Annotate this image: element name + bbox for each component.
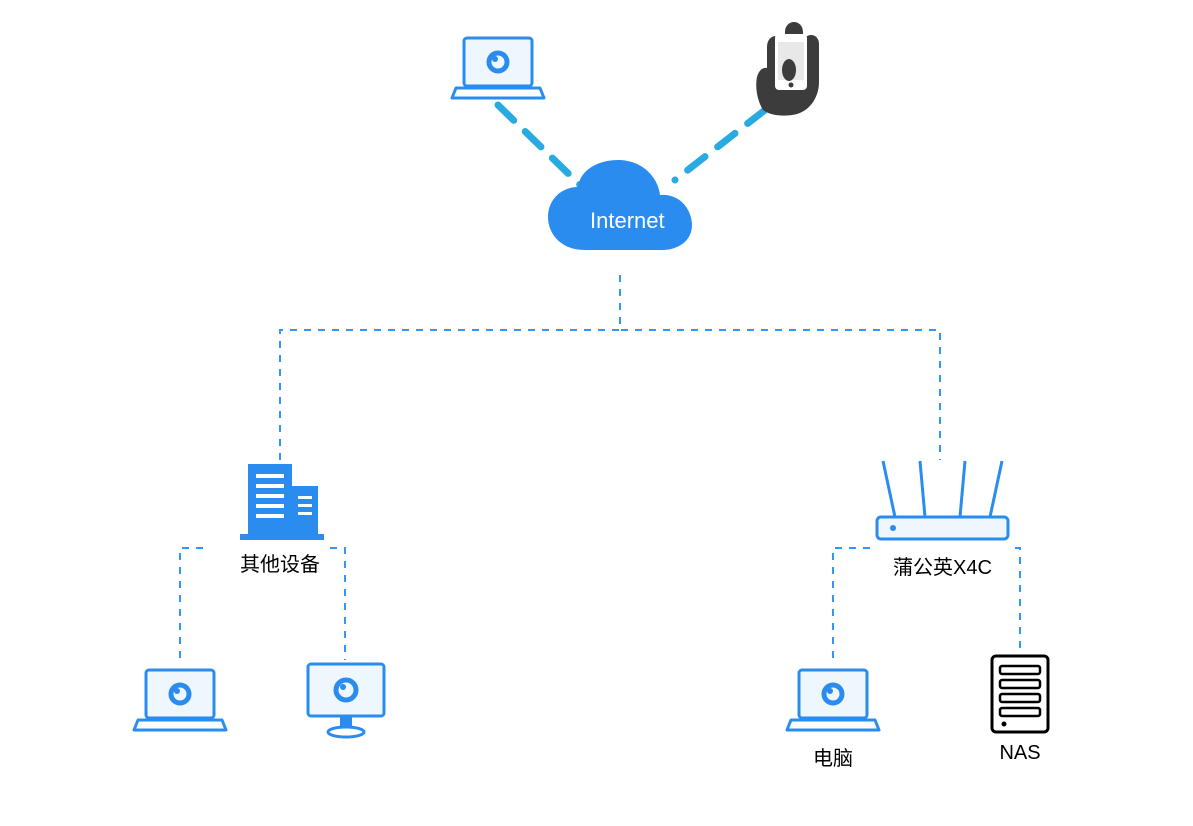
laptop-br-node: 电脑	[785, 664, 881, 771]
edge-other-laptop	[180, 548, 203, 665]
edge-cloud-other	[280, 275, 620, 460]
cloud-node: Internet	[540, 155, 700, 275]
edge-other-monitor	[330, 548, 345, 660]
other-devices-node: 其他设备	[230, 460, 330, 577]
monitor-bl-node	[300, 658, 392, 740]
server-building-icon	[230, 460, 330, 542]
phone-hand-icon	[745, 22, 835, 117]
laptop-br-label: 电脑	[813, 742, 853, 771]
other-devices-label: 其他设备	[240, 548, 320, 577]
phone-node	[745, 22, 835, 117]
monitor-icon	[300, 658, 392, 740]
router-icon	[865, 455, 1020, 545]
cloud-label: Internet	[590, 208, 665, 234]
laptop-top-node	[450, 32, 546, 104]
laptop-bl1-node	[132, 664, 228, 736]
nas-label: NAS	[999, 742, 1040, 765]
edge-cloud-router	[620, 275, 940, 460]
laptop-icon	[450, 32, 546, 104]
router-label: 蒲公英X4C	[893, 551, 992, 580]
nas-node: NAS	[986, 652, 1054, 765]
nas-icon	[986, 652, 1054, 736]
router-node: 蒲公英X4C	[865, 455, 1020, 580]
laptop-icon	[785, 664, 881, 736]
laptop-icon	[132, 664, 228, 736]
